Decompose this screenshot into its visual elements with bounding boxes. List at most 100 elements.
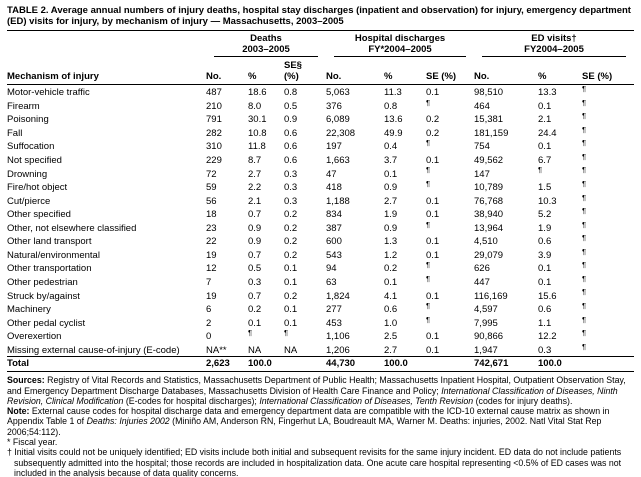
se-flag-pilcrow: ¶ [582,84,587,93]
se-flag-pilcrow: ¶ [426,97,431,107]
table-row: Struck by/against 19 0.7 0.2 1,824 4.1 0.1 116,… [7,288,634,302]
cell: 10.3 [538,195,557,207]
table-row: Other pedal cyclist 2 0.1 0.1 453 1.0 ¶ 7,995 1.… [7,314,634,330]
cell: 0.1 [284,317,298,329]
table-row: Fire/hot object 59 2.2 0.3 418 0.9 ¶ 10,789 1.5 ¶ [7,180,634,194]
se-flag-pilcrow: ¶ [582,328,587,338]
cell: ¶ [426,166,474,180]
cell: 23 [206,222,217,234]
se-flag-pilcrow: ¶ [582,192,587,202]
cell: 2.7 [248,168,262,180]
cell: 0.8 [284,87,298,99]
row-label: Machinery [7,304,51,316]
cell: 49,562 [474,154,504,166]
cell: 0.1 [426,154,440,166]
cell: ¶ [582,314,634,330]
cell: 0.1 [538,141,552,153]
footnote: † Initial visits could not be uniquely i… [7,447,634,477]
cell: 0.1 [284,277,298,289]
se-flag-pilcrow: ¶ [582,219,587,229]
cell: 90,866 [474,331,504,343]
cell: 13,964 [474,222,504,234]
table-row: Natural/environmental 19 0.7 0.2 543 1.2 0.1 29… [7,248,634,262]
footnote: Note: External cause codes for hospital … [7,406,634,437]
cell: 0.1 [426,209,440,221]
cell: 1.2 [384,249,398,261]
total-cell: 742,671 [474,356,539,373]
cell: ¶ [582,166,634,180]
cell: 0.1 [284,304,298,316]
cell: 0.2 [426,114,440,126]
cell: 8.7 [248,154,262,166]
cell: ¶ [582,261,634,275]
cell: 6 [206,304,212,316]
cell: 12 [206,263,217,275]
cell: 56 [206,195,217,207]
column-group-row: Deaths 2003–2005 Hospital discharges FY*… [7,31,634,57]
cell: ¶ [582,192,634,208]
group-deaths: Deaths 2003–2005 [206,31,326,57]
group-ed-line1: ED visits† [531,33,577,44]
col-ed-no: No. [474,57,539,85]
row-label: Poisoning [7,114,49,126]
cell: 1,188 [326,195,350,207]
cell: 18 [206,209,217,221]
cell: 10,789 [474,182,504,194]
cell: 59 [206,182,217,194]
se-flag-pilcrow: ¶ [538,165,543,175]
cell: NA [284,344,298,356]
footnote-text: (E-codes for hospital discharges); [123,395,260,406]
cell: 1.3 [384,236,398,248]
subheader-row: Mechanism of injury No. % SE§ (%) No. % … [7,57,635,85]
cell: 0.1 [426,236,440,248]
footnote-text: † Initial visits could not be uniquely i… [7,447,622,477]
row-label: Overexertion [7,331,62,343]
cell: ¶ [582,112,634,126]
group-hospital-line2: FY*2004–2005 [368,43,432,55]
cell: 29,079 [474,249,504,261]
cell: 1.5 [538,182,552,194]
total-cell: 100.0 [384,356,426,373]
table-row: Other, not elsewhere classified 23 0.9 0.2 3… [7,219,634,235]
row-label: Struck by/against [7,290,80,302]
table-row: Cut/pierce 56 2.1 0.3 1,188 2.7 0.1 76,768 10.3 ¶ [7,192,634,208]
se-flag-pilcrow: ¶ [582,314,587,324]
row-label: Other specified [7,209,71,221]
group-ed-line2: FY2004–2005 [524,43,584,55]
cell: 791 [206,114,222,126]
cell: 0.1 [538,263,552,275]
cell: ¶ [582,302,634,316]
se-flag-pilcrow: ¶ [582,287,587,297]
cell: 24.4 [538,127,557,139]
table-row: Other pedestrian 7 0.3 0.1 63 0.1 ¶ 447 0.1 ¶ [7,275,634,289]
cell: 38,940 [474,209,504,221]
col-hosp-pct: % [384,57,426,85]
row-label: Natural/environmental [7,249,100,261]
cell: ¶ [582,329,634,343]
cell: ¶ [426,139,474,153]
group-deaths-line2: 2003–2005 [242,43,290,55]
cell: NA** [206,344,227,356]
cell: ¶ [582,207,634,221]
footnote-text: Note: [7,406,32,417]
se-flag-pilcrow: ¶ [582,124,587,134]
cell: ¶ [582,234,634,248]
cell: 1.0 [384,317,398,329]
cell: 15,381 [474,114,504,126]
cell: ¶ [582,219,634,235]
cell: 387 [326,222,342,234]
group-hospital-line1: Hospital discharges [354,33,446,44]
table-row: Missing external cause-of-injury (E-code… [7,342,634,357]
total-cell: 100.0 [538,356,583,373]
cell: 116,169 [474,290,508,302]
se-flag-pilcrow: ¶ [582,178,587,188]
total-cell [426,356,475,373]
cell: 418 [326,182,342,194]
cell: 0.3 [538,344,552,356]
cell: 22 [206,236,217,248]
cell: ¶ [582,98,634,113]
cell: 0.1 [426,344,440,356]
cell: 11.8 [248,141,266,153]
cell: 19 [206,249,217,261]
cell: 5,063 [326,87,350,99]
